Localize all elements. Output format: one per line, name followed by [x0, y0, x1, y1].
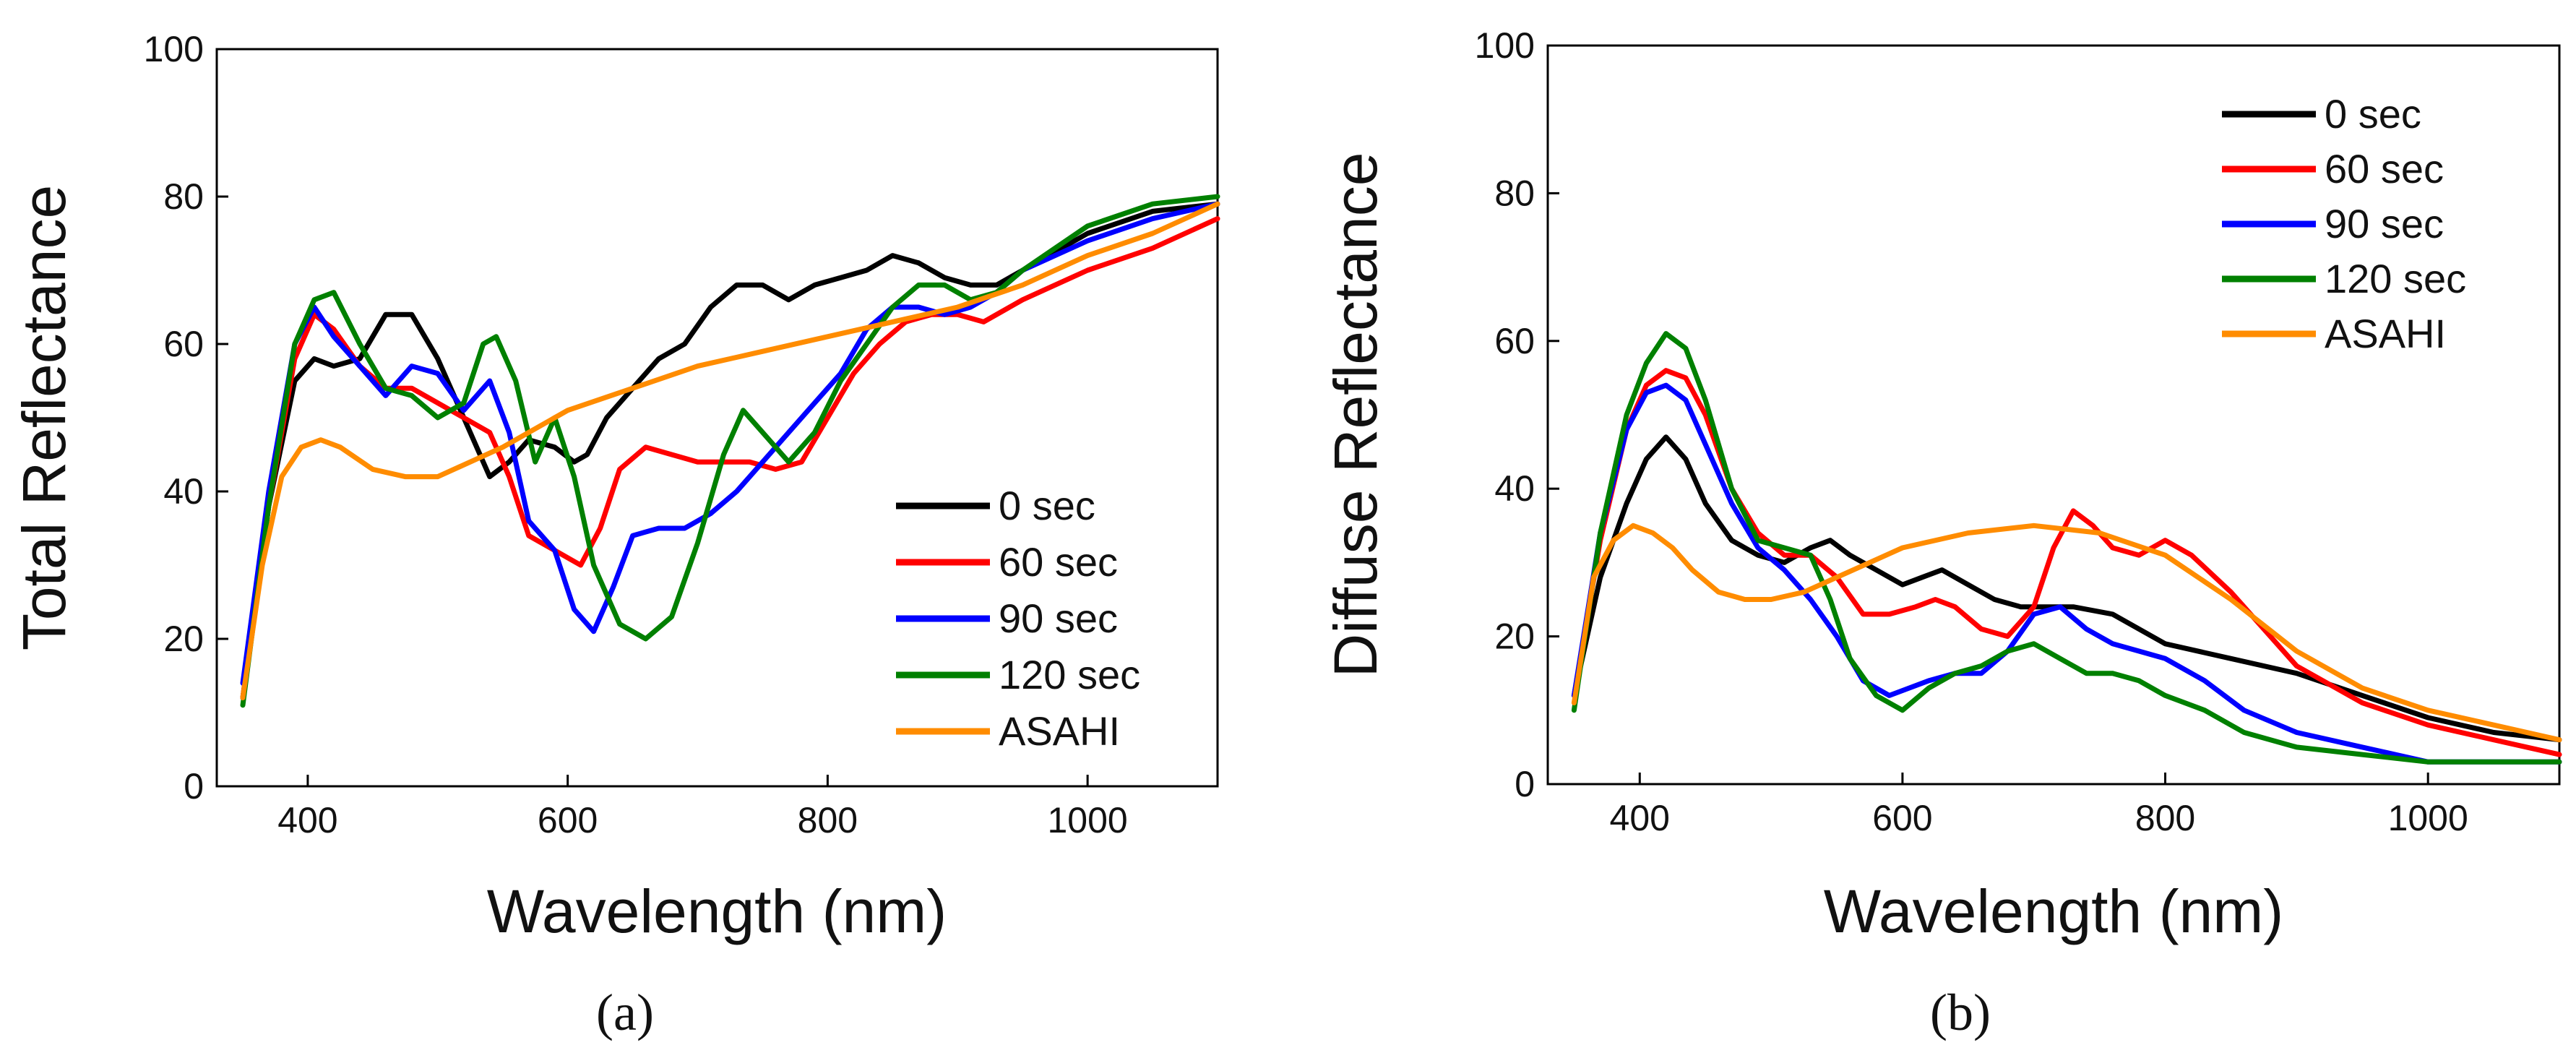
series-line-0-sec — [240, 201, 1220, 701]
x-axis-label: Wavelength (nm) — [1824, 877, 2283, 945]
x-tick-label: 400 — [1610, 798, 1670, 838]
legend-label: 90 sec — [999, 595, 1118, 641]
legend-label: ASAHI — [999, 708, 1120, 754]
y-tick-label: 60 — [1494, 321, 1535, 361]
legend-label: 60 sec — [2325, 146, 2444, 192]
panel-b-diffuse-reflectance: 400 600 800 1000 0 20 40 60 80 100 0 sec 60 sec 90 … — [1322, 25, 2562, 1041]
axis-ticks: 400 600 800 1000 0 20 40 60 80 100 — [1475, 25, 2468, 838]
y-tick-label: 0 — [1515, 764, 1535, 804]
y-tick-label: 20 — [163, 619, 204, 659]
x-tick-label: 400 — [277, 800, 337, 840]
legend-label: ASAHI — [2325, 311, 2446, 356]
series-line-0-sec — [1571, 434, 2562, 743]
legend-label: 60 sec — [999, 539, 1118, 585]
x-tick-label: 800 — [798, 800, 858, 840]
y-tick-label: 20 — [1494, 616, 1535, 657]
series-line-120-sec — [240, 194, 1220, 708]
y-axis-label: Total Reflectance — [10, 185, 78, 650]
legend-label: 120 sec — [999, 652, 1140, 697]
y-tick-label: 100 — [1475, 25, 1535, 66]
x-tick-label: 800 — [2135, 798, 2195, 838]
axis-ticks: 400 600 800 1000 0 20 40 60 80 100 — [144, 29, 1128, 840]
series-line-90-sec — [240, 201, 1220, 686]
y-tick-label: 80 — [163, 176, 204, 217]
y-axis-label: Diffuse Reflectance — [1322, 152, 1390, 678]
x-axis-label: Wavelength (nm) — [487, 877, 947, 945]
series-line-asahi — [1571, 522, 2562, 743]
series-line-asahi — [240, 201, 1220, 701]
panel-label: (b) — [1930, 984, 1991, 1041]
legend: 0 sec 60 sec 90 sec 120 sec ASAHI — [896, 483, 1140, 754]
series-lines — [240, 194, 1220, 708]
legend-label: 0 sec — [2325, 91, 2421, 137]
panel-label: (a) — [596, 984, 654, 1041]
legend-label: 90 sec — [2325, 201, 2444, 246]
series-line-120-sec — [1571, 331, 2562, 765]
y-tick-label: 0 — [184, 766, 204, 807]
y-tick-label: 40 — [163, 471, 204, 512]
y-tick-label: 80 — [1494, 173, 1535, 213]
x-tick-label: 600 — [538, 800, 598, 840]
x-tick-label: 1000 — [1048, 800, 1128, 840]
y-tick-label: 40 — [1494, 468, 1535, 509]
panel-a-total-reflectance: 400 600 800 1000 0 20 40 60 80 100 0 sec 60 sec 90 … — [10, 29, 1220, 1041]
x-tick-label: 1000 — [2388, 798, 2468, 838]
y-tick-label: 100 — [144, 29, 204, 69]
legend-label: 0 sec — [999, 483, 1095, 528]
x-tick-label: 600 — [1872, 798, 1932, 838]
series-line-90-sec — [1571, 382, 2562, 765]
legend: 0 sec 60 sec 90 sec 120 sec ASAHI — [2222, 91, 2466, 356]
plot-frame — [215, 48, 1219, 788]
series-lines — [1571, 331, 2562, 765]
plot-frame — [1546, 44, 2561, 786]
series-line-60-sec — [1571, 368, 2562, 757]
y-tick-label: 60 — [163, 324, 204, 364]
legend-label: 120 sec — [2325, 256, 2466, 301]
